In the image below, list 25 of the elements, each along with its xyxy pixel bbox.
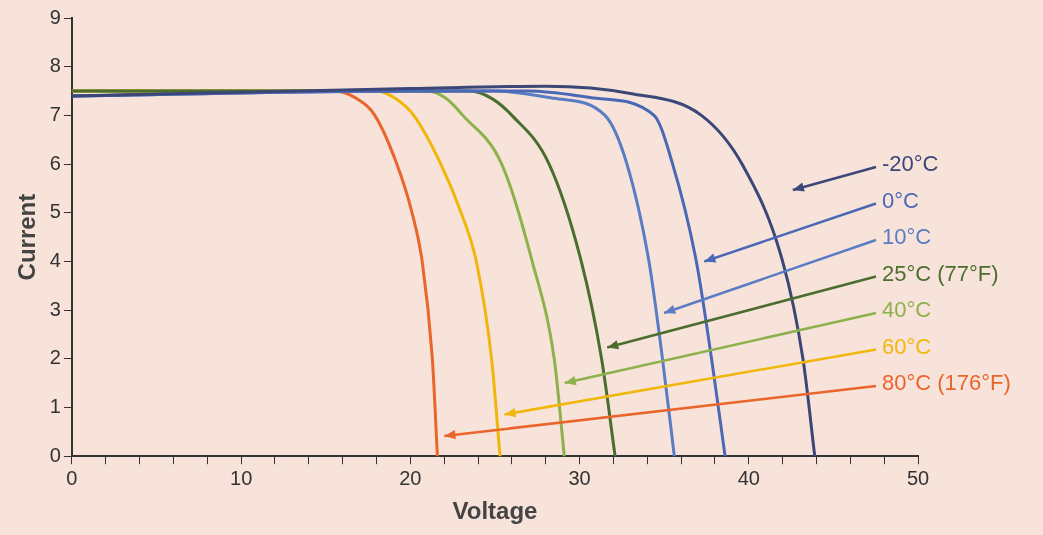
text: 40°C [882, 297, 932, 323]
y-tick-label: 4 [49, 248, 61, 271]
x-tick-label: 30 [568, 466, 591, 489]
y-tick-label: 6 [49, 151, 61, 174]
y-tick-label: 2 [49, 346, 61, 369]
text: 60°C [882, 333, 932, 359]
legend-label: -20°C [882, 151, 939, 177]
text: 10°C [882, 224, 932, 250]
y-tick-label: 8 [49, 54, 61, 77]
x-tick-label: 0 [66, 466, 78, 489]
x-tick-label: 20 [399, 466, 422, 489]
x-axis-title: Voltage [452, 497, 538, 525]
y-tick-label: 9 [49, 5, 61, 28]
x-tick-label: 40 [737, 466, 760, 489]
y-tick-label: 5 [49, 200, 61, 223]
x-tick-label: 50 [906, 466, 930, 489]
text: 25°C (77°F) [882, 260, 999, 286]
y-tick-label: 3 [49, 297, 61, 320]
text: 80°C (176°F) [882, 370, 1011, 396]
text: 0°C [882, 187, 920, 213]
y-axis-title: Current [13, 193, 41, 281]
x-tick-label: 10 [230, 466, 253, 489]
y-tick-label: 0 [49, 443, 61, 466]
y-tick-label: 7 [49, 102, 61, 125]
y-tick-label: 1 [49, 395, 61, 418]
